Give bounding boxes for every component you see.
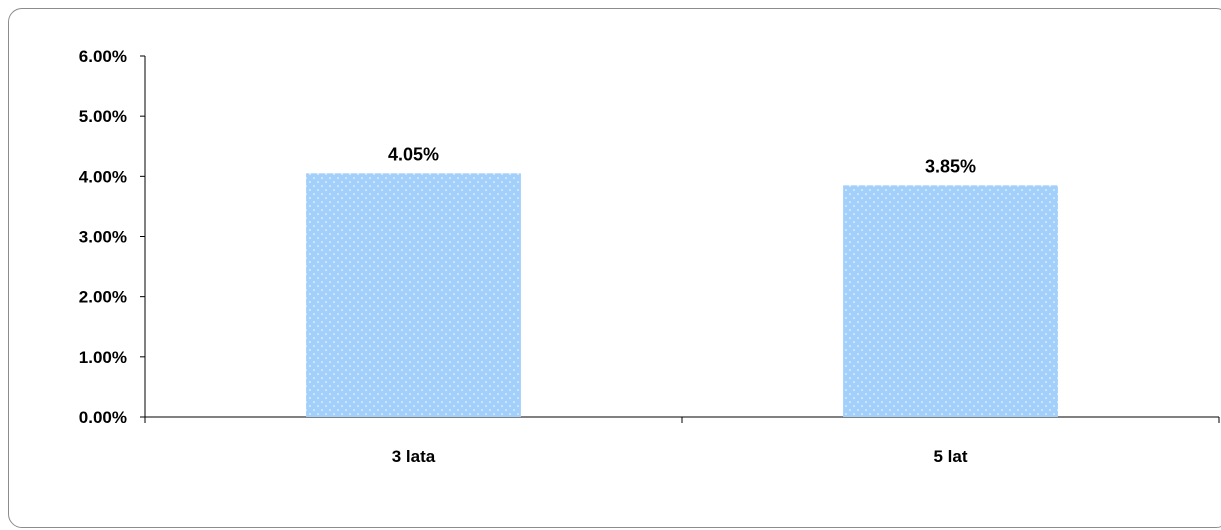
bar (306, 173, 521, 417)
labels: 4.05% 3 lata 3.85% 5 lat (388, 144, 976, 466)
bar-data-label: 4.05% (388, 144, 439, 164)
bars (306, 173, 1058, 417)
x-category-label: 5 lat (933, 447, 967, 466)
bar-data-label: 3.85% (925, 156, 976, 176)
y-tick-label: 4.00% (79, 167, 127, 186)
y-tick-label: 6.00% (79, 47, 127, 66)
bar (843, 185, 1058, 417)
y-tick-label: 1.00% (79, 348, 127, 367)
y-tick-label: 5.00% (79, 107, 127, 126)
y-tick-label: 0.00% (79, 408, 127, 427)
y-tick-label: 2.00% (79, 288, 127, 307)
x-category-label: 3 lata (392, 447, 436, 466)
y-tick-label: 3.00% (79, 228, 127, 247)
